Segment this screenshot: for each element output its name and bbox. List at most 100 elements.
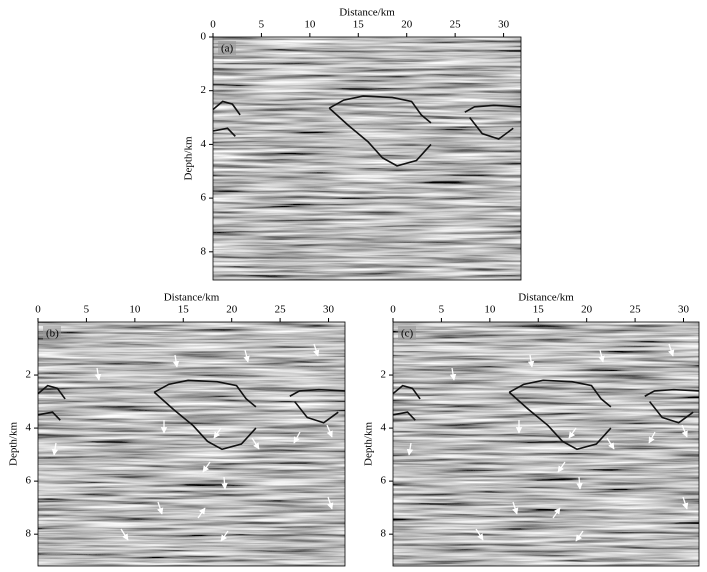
arrow — [51, 442, 59, 456]
panel: 0 5 10 15 20 25 30 2 4 6 8 Distance/km Depth/km (c) — [363, 292, 700, 567]
reflector — [392, 347, 700, 353]
arrow — [449, 367, 457, 381]
arrow — [598, 349, 605, 363]
reflector — [212, 100, 241, 116]
reflector — [294, 401, 339, 424]
arrow — [313, 343, 320, 357]
arrow — [326, 424, 333, 438]
y-tick-label: 6 — [381, 475, 387, 487]
reflector — [289, 388, 346, 397]
seismic-image — [213, 37, 521, 280]
image-frame — [212, 36, 522, 281]
reflector — [508, 391, 612, 451]
x-tick-label: 30 — [323, 304, 335, 316]
x-tick-label: 20 — [581, 304, 593, 316]
arrow — [94, 367, 102, 381]
reflector — [392, 384, 421, 400]
arrow — [213, 427, 222, 439]
panel: 0 5 10 15 20 25 30 0 2 4 6 8 Distance/km Depth/km (a) — [183, 7, 522, 281]
arrow — [648, 431, 656, 444]
x-tick-label: 20 — [226, 304, 238, 316]
seismic-image — [393, 322, 699, 566]
arrow — [552, 507, 561, 519]
panel: 0 5 10 15 20 25 30 2 4 6 8 Distance/km Depth/km (b) — [8, 292, 346, 567]
arrow — [157, 501, 164, 515]
x-tick-label: 5 — [84, 304, 90, 316]
x-tick-label: 0 — [390, 304, 396, 316]
arrow — [527, 354, 535, 368]
reflector — [328, 107, 432, 167]
y-tick-label: 2 — [26, 369, 32, 381]
arrow — [243, 349, 250, 363]
x-tick-label: 5 — [439, 304, 445, 316]
x-axis-label: Distance/km — [164, 292, 220, 304]
x-tick-label: 15 — [178, 304, 190, 316]
x-tick-label: 25 — [630, 304, 642, 316]
x-tick-label: 25 — [450, 19, 462, 31]
arrow — [120, 528, 129, 541]
arrow — [475, 528, 484, 541]
x-tick-label: 25 — [275, 304, 287, 316]
arrow — [568, 427, 577, 439]
panel-label: (c) — [401, 328, 414, 340]
arrow — [557, 461, 566, 473]
arrow — [512, 501, 519, 515]
reflector — [153, 391, 257, 451]
reflector — [153, 379, 257, 408]
y-axis-label: Depth/km — [183, 136, 195, 180]
reflector — [508, 379, 612, 408]
x-tick-label: 0 — [35, 304, 41, 316]
y-axis-label: Depth/km — [363, 422, 375, 466]
x-tick-label: 10 — [484, 304, 496, 316]
x-tick-label: 15 — [353, 19, 365, 31]
y-axis-label: Depth/km — [8, 422, 20, 466]
x-axis-label: Distance/km — [339, 7, 395, 19]
reflector — [37, 411, 61, 421]
image-frame — [392, 321, 700, 567]
arrow — [202, 461, 211, 473]
arrow — [681, 424, 688, 438]
reflector — [37, 384, 66, 400]
arrow — [576, 476, 583, 490]
arrow — [172, 354, 180, 368]
arrow — [406, 442, 414, 456]
reflector — [648, 401, 694, 424]
arrow — [327, 496, 334, 510]
x-tick-label: 5 — [259, 19, 265, 31]
arrow — [220, 530, 229, 542]
arrow — [606, 437, 615, 450]
arrow — [682, 496, 689, 510]
panel-label: (a) — [221, 43, 234, 55]
x-tick-label: 20 — [401, 19, 413, 31]
y-tick-label: 2 — [381, 369, 387, 381]
arrow — [575, 530, 584, 542]
reflector — [212, 62, 522, 68]
panel-label-bg — [398, 326, 416, 340]
reflector — [212, 127, 236, 137]
image-frame — [37, 321, 346, 567]
x-tick-label: 10 — [304, 19, 316, 31]
y-tick-label: 2 — [201, 84, 207, 96]
y-tick-label: 4 — [26, 422, 32, 434]
arrow — [221, 476, 228, 490]
reflector — [392, 411, 416, 421]
panel-label: (b) — [46, 328, 59, 340]
reflector — [644, 388, 700, 397]
y-tick-label: 8 — [26, 528, 32, 540]
y-tick-label: 6 — [26, 475, 32, 487]
reflector — [328, 95, 432, 124]
arrow — [293, 431, 301, 444]
y-tick-label: 6 — [201, 192, 207, 204]
x-tick-label: 10 — [129, 304, 141, 316]
x-tick-label: 0 — [210, 19, 216, 31]
y-tick-label: 8 — [381, 528, 387, 540]
reflector — [37, 347, 346, 353]
x-tick-label: 30 — [678, 304, 690, 316]
x-tick-label: 15 — [533, 304, 545, 316]
reflector — [469, 117, 514, 140]
y-tick-label: 4 — [381, 422, 387, 434]
x-tick-label: 30 — [498, 19, 510, 31]
